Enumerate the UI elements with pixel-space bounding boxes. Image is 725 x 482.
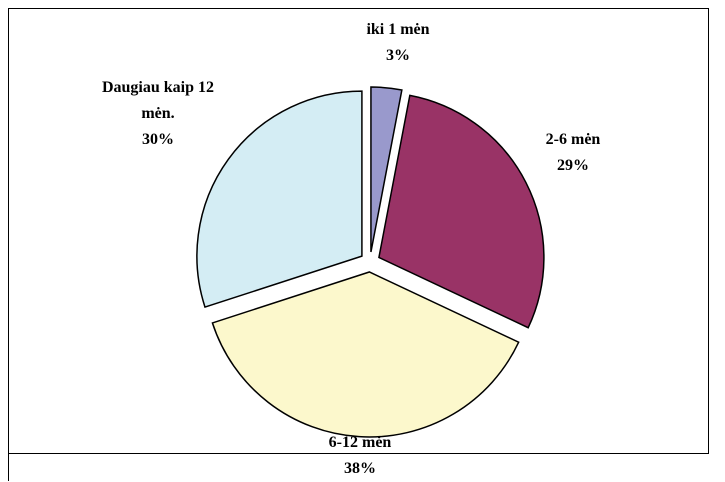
slice-label: 6-12 mėn 38%: [290, 430, 430, 482]
value-label: 38%: [344, 460, 376, 477]
category-label: 6-12 mėn: [328, 434, 392, 451]
pie-slice: [378, 94, 545, 329]
pie-slice: [196, 90, 363, 309]
slice-label: iki 1 mėn 3%: [328, 17, 468, 69]
value-label: 29%: [557, 157, 589, 174]
value-label: 30%: [142, 131, 174, 148]
category-label: 2-6 mėn: [545, 131, 601, 148]
slice-label: Daugiau kaip 12 mėn. 30%: [98, 75, 218, 153]
chart-frame: [8, 8, 709, 454]
category-label: Daugiau kaip 12 mėn.: [101, 79, 215, 122]
slice-label: 2-6 mėn 29%: [503, 127, 643, 179]
category-label: iki 1 mėn: [366, 21, 430, 38]
pie-slice: [211, 271, 520, 438]
value-label: 3%: [386, 47, 410, 64]
pie-slice: [370, 86, 403, 253]
